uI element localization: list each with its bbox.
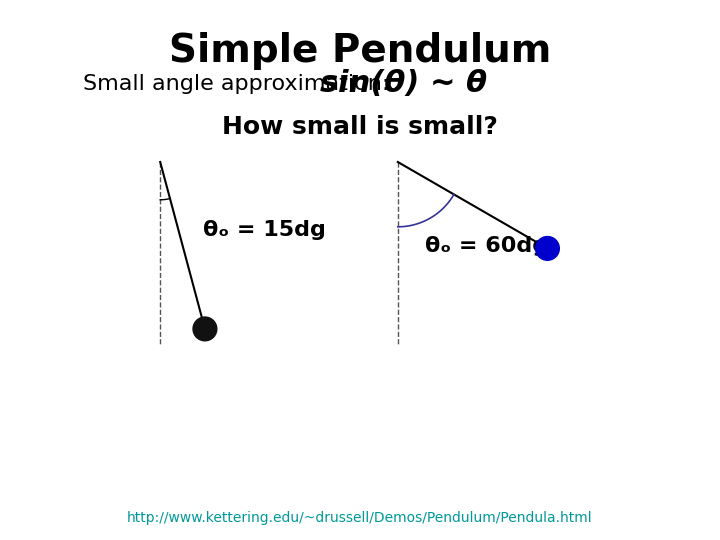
- Circle shape: [536, 237, 559, 260]
- Text: θₒ = 15dg: θₒ = 15dg: [203, 219, 326, 240]
- Text: sin(θ) ~ θ: sin(θ) ~ θ: [320, 69, 487, 98]
- Text: Small angle approximation:: Small angle approximation:: [83, 73, 389, 94]
- Text: θₒ = 60dg: θₒ = 60dg: [425, 235, 548, 256]
- Text: Simple Pendulum: Simple Pendulum: [168, 32, 552, 70]
- Text: How small is small?: How small is small?: [222, 115, 498, 139]
- Text: http://www.kettering.edu/~drussell/Demos/Pendulum/Pendula.html: http://www.kettering.edu/~drussell/Demos…: [127, 511, 593, 525]
- Circle shape: [193, 317, 217, 341]
